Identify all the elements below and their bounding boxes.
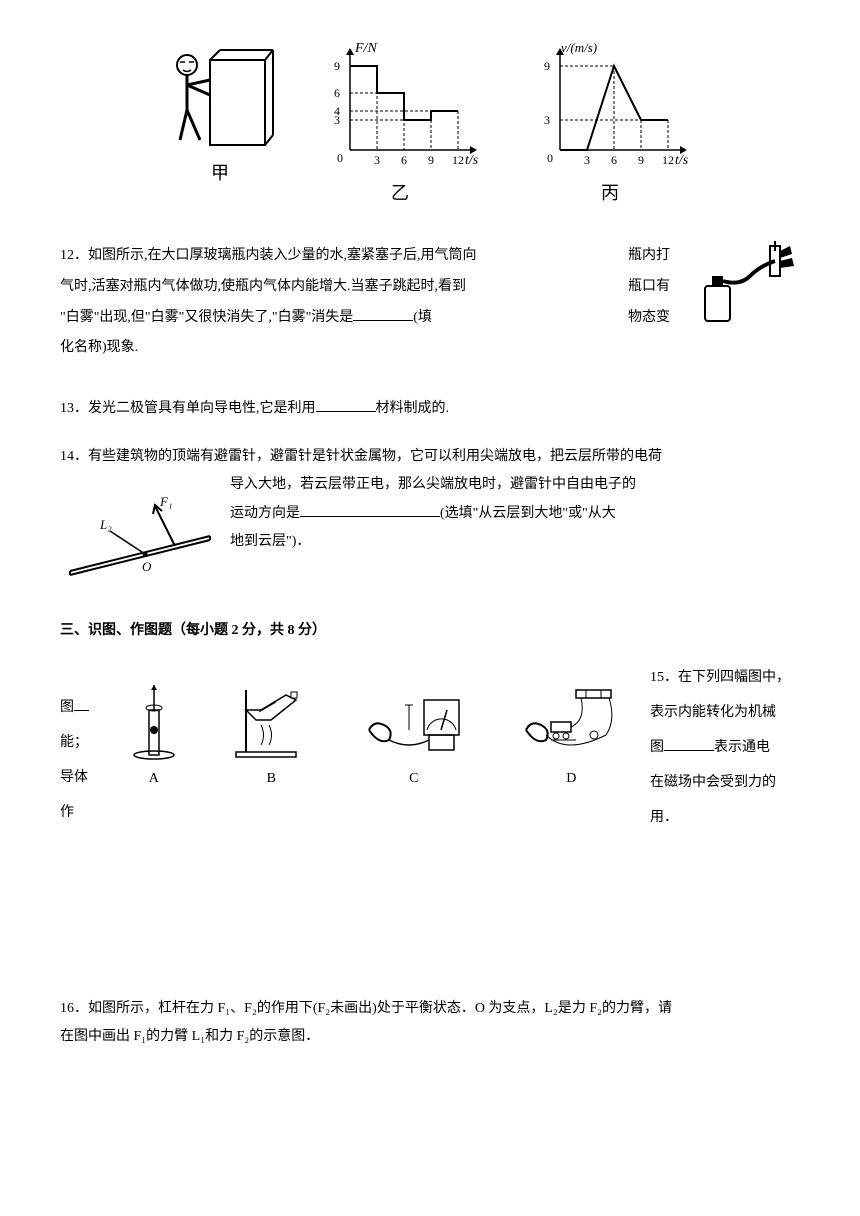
- svg-text:0: 0: [547, 151, 553, 165]
- q16-text2: 在图中画出 F₁的力臂 L₁和力 F₂的示意图．: [60, 1029, 319, 1044]
- svg-text:F/N: F/N: [354, 41, 377, 56]
- svg-text:L₂: L₂: [99, 517, 112, 532]
- label-D: D: [566, 765, 576, 793]
- q15-r3b: 表示通电: [714, 740, 770, 755]
- bing-label: 丙: [601, 175, 619, 211]
- figure-jia: 甲: [165, 40, 275, 211]
- q12-p3a: "白雾"出现,但"白雾"又很快消失了,"白雾"消失是: [60, 310, 353, 325]
- q14-p4: 地到云层")．: [230, 528, 800, 556]
- q14-blank: [300, 499, 440, 517]
- fig-B: B: [231, 680, 311, 793]
- svg-text:F₁: F₁: [159, 496, 172, 509]
- svg-text:3: 3: [374, 153, 380, 167]
- q15-left-text: 图 能； 导体 作: [60, 660, 100, 830]
- q12-p1: 如图所示,在大口厚玻璃瓶内装入少量的水,塞紧塞子后,用气筒向: [88, 248, 477, 263]
- person-box-icon: [165, 40, 275, 150]
- charts-row: 甲 3 4 6 9 0 3 6 9 12 F/N t/s: [60, 40, 800, 211]
- bottle-pump-icon: [680, 236, 800, 326]
- q15-l2: 能；: [60, 725, 100, 760]
- q15-blank2: [664, 733, 714, 751]
- svg-text:6: 6: [334, 86, 340, 100]
- svg-text:9: 9: [544, 59, 550, 73]
- q15-images: A B: [100, 660, 650, 813]
- svg-text:12: 12: [452, 153, 464, 167]
- q12-blank: [353, 303, 413, 321]
- jia-label: 甲: [211, 155, 229, 191]
- question-13: 13．发光二极管具有单向导电性,它是利用 材料制成的.: [60, 394, 800, 423]
- fig-B-icon: [231, 680, 311, 760]
- q12-p2b: 瓶口有: [628, 272, 670, 303]
- svg-text:3: 3: [584, 153, 590, 167]
- q14-intro: 有些建筑物的顶端有避雷针，避雷针是针状金属物，它可以利用尖端放电，把云层所带的电…: [88, 449, 662, 464]
- fig-C: C: [359, 680, 469, 793]
- q15-r5: 用．: [650, 800, 800, 835]
- q15-l1: 图: [60, 700, 74, 715]
- fig-A: A: [124, 680, 184, 793]
- fig-D-icon: [516, 680, 626, 760]
- svg-text:v/(m/s): v/(m/s): [561, 40, 597, 55]
- q16-text: 如图所示，杠杆在力 F₁、F₂的作用下(F₂未画出)处于平衡状态．O 为支点，L…: [88, 1001, 672, 1016]
- q14-lever-diagram: O F₁ L₂: [60, 496, 220, 597]
- svg-text:t/s: t/s: [675, 153, 689, 168]
- q14-p2: 导入大地，若云层带正电，那么尖端放电时，避雷针中自由电子的: [230, 471, 800, 499]
- q12-p2: 气时,活塞对瓶内气体做功,使瓶内气体内能增大.当塞子跳起时,看到: [60, 279, 466, 294]
- svg-text:9: 9: [334, 59, 340, 73]
- q15-r4: 在磁场中会受到力的: [650, 765, 800, 800]
- question-16: 16．如图所示，杠杆在力 F₁、F₂的作用下(F₂未画出)处于平衡状态．O 为支…: [60, 995, 800, 1051]
- q12-diagram: [680, 236, 800, 326]
- q14-p3b: (选填"从云层到大地"或"从大: [440, 506, 616, 521]
- q13-b: 材料制成的.: [376, 401, 450, 416]
- q12-p3b: (填: [413, 310, 432, 325]
- q15-num: 15．: [650, 670, 678, 685]
- question-15: 图 能； 导体 作 A: [60, 660, 800, 835]
- svg-text:9: 9: [638, 153, 644, 167]
- q16-num: 16．: [60, 1001, 88, 1016]
- q15-blank1: [74, 693, 89, 711]
- yi-label: 乙: [391, 175, 409, 211]
- svg-text:6: 6: [611, 153, 617, 167]
- fig-A-icon: [124, 680, 184, 760]
- svg-text:6: 6: [401, 153, 407, 167]
- chart-yi: 3 4 6 9 0 3 6 9 12 F/N t/s 乙: [315, 40, 485, 211]
- q13-a: 发光二极管具有单向导电性,它是利用: [88, 401, 316, 416]
- q15-l4: 作: [60, 795, 100, 830]
- label-C: C: [409, 765, 418, 793]
- chart-bing-svg: 3 9 0 3 6 9 12 v/(m/s) t/s: [525, 40, 695, 170]
- fig-D: D: [516, 680, 626, 793]
- q12-p3c: 物态变: [628, 303, 670, 334]
- section-3-title: 三、识图、作图题（每小题 2 分，共 8 分）: [60, 617, 800, 645]
- q15-right-text: 15．在下列四幅图中， 表示内能转化为机械 图 表示通电 在磁场中会受到力的 用．: [650, 660, 800, 835]
- fig-C-icon: [359, 680, 469, 760]
- svg-text:3: 3: [544, 113, 550, 127]
- label-A: A: [149, 765, 159, 793]
- q14-p3a: 运动方向是: [230, 506, 300, 521]
- label-B: B: [267, 765, 276, 793]
- svg-text:t/s: t/s: [465, 153, 479, 168]
- q15-r3a: 图: [650, 740, 664, 755]
- q15-l3: 导体: [60, 760, 100, 795]
- question-12: 12．如图所示,在大口厚玻璃瓶内装入少量的水,塞紧塞子后,用气筒向 瓶内打 气时…: [60, 241, 800, 364]
- svg-text:4: 4: [334, 104, 340, 118]
- question-14: 14．有些建筑物的顶端有避雷针，避雷针是针状金属物，它可以利用尖端放电，把云层所…: [60, 443, 800, 597]
- q13-num: 13．: [60, 401, 88, 416]
- q14-num: 14．: [60, 449, 88, 464]
- svg-text:12: 12: [662, 153, 674, 167]
- q12-p1b: 瓶内打: [628, 241, 670, 272]
- svg-text:O: O: [142, 559, 152, 574]
- q13-blank: [316, 394, 376, 412]
- chart-yi-svg: 3 4 6 9 0 3 6 9 12 F/N t/s: [315, 40, 485, 170]
- q15-r1: 在下列四幅图中，: [678, 670, 790, 685]
- q12-num: 12．: [60, 248, 88, 263]
- svg-text:0: 0: [337, 151, 343, 165]
- q15-r2: 表示内能转化为机械: [650, 695, 800, 730]
- q12-p4: 化名称)现象.: [60, 340, 138, 355]
- chart-bing: 3 9 0 3 6 9 12 v/(m/s) t/s 丙: [525, 40, 695, 211]
- svg-text:9: 9: [428, 153, 434, 167]
